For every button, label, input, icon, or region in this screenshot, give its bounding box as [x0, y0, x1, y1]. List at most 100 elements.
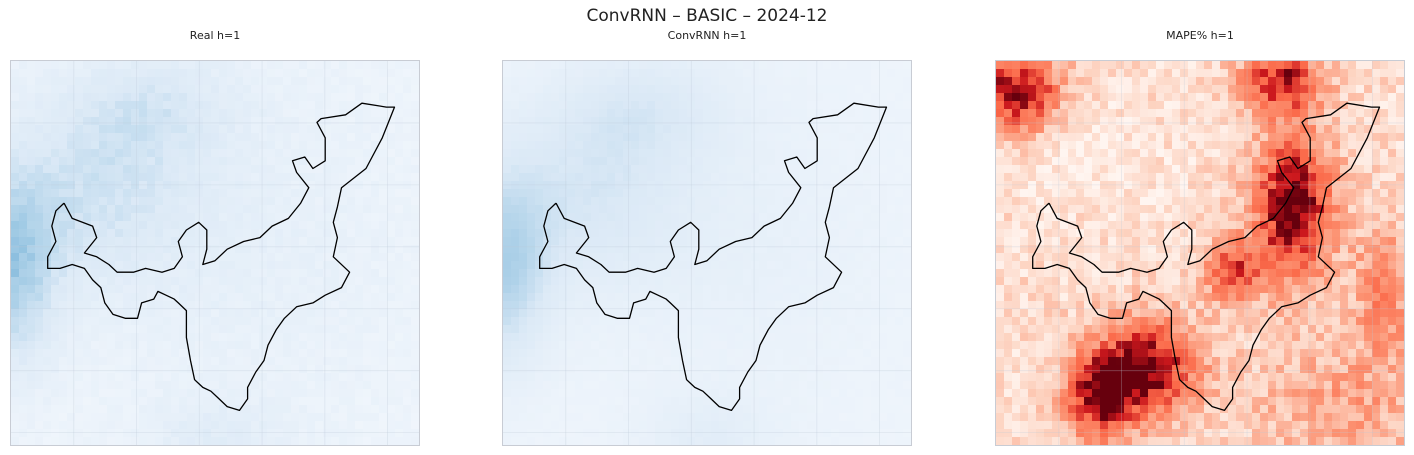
heatmap-cell	[1204, 61, 1213, 70]
heatmap-cell	[179, 365, 188, 374]
heatmap-cell	[815, 269, 824, 278]
heatmap-cell	[791, 437, 800, 445]
heatmap-cell	[411, 149, 419, 158]
heatmap-cell	[371, 437, 380, 445]
heatmap-cell	[107, 69, 116, 78]
heatmap-cell	[27, 285, 36, 294]
heatmap-cell	[11, 125, 20, 134]
heatmap-cell	[371, 421, 380, 430]
heatmap-cell	[615, 197, 624, 206]
heatmap-cell	[735, 205, 744, 214]
heatmap-cell	[123, 381, 132, 390]
heatmap-cell	[227, 317, 236, 326]
heatmap-cell	[711, 341, 720, 350]
heatmap-cell	[315, 429, 324, 438]
heatmap-cell	[59, 389, 68, 398]
heatmap-cell	[887, 77, 896, 86]
heatmap-cell	[863, 269, 872, 278]
heatmap-cell	[275, 61, 284, 70]
heatmap-cell	[759, 93, 768, 102]
heatmap-cell	[155, 229, 164, 238]
heatmap-cell	[379, 389, 388, 398]
heatmap-cell	[599, 389, 608, 398]
heatmap-cell	[655, 117, 664, 126]
heatmap-cell	[99, 317, 108, 326]
heatmap-cell	[91, 117, 100, 126]
heatmap-cell	[607, 253, 616, 262]
heatmap-cell	[275, 277, 284, 286]
heatmap-cell	[879, 421, 888, 430]
heatmap-cell	[283, 237, 292, 246]
heatmap-cell	[99, 133, 108, 142]
heatmap-cell	[67, 165, 76, 174]
heatmap-cell	[227, 301, 236, 310]
heatmap-cell	[371, 221, 380, 230]
heatmap-cell	[91, 197, 100, 206]
heatmap-cell	[411, 333, 419, 342]
heatmap-cell	[227, 93, 236, 102]
heatmap-cell	[623, 229, 632, 238]
heatmap-cell	[243, 253, 252, 262]
heatmap-cell	[679, 189, 688, 198]
heatmap-cell	[743, 309, 752, 318]
heatmap-cell	[11, 133, 20, 142]
heatmap-cell	[647, 245, 656, 254]
heatmap-cell	[775, 205, 784, 214]
heatmap-cell	[131, 341, 140, 350]
heatmap-cell	[259, 245, 268, 254]
heatmap-cell	[631, 213, 640, 222]
heatmap-cell	[767, 317, 776, 326]
heatmap-cell	[807, 309, 816, 318]
heatmap-cell	[83, 181, 92, 190]
heatmap-cell	[759, 421, 768, 430]
heatmap-cell	[727, 229, 736, 238]
heatmap-cell	[339, 213, 348, 222]
heatmap-cell	[331, 221, 340, 230]
heatmap-cell	[855, 309, 864, 318]
heatmap-cell	[403, 365, 412, 374]
heatmap-cell	[759, 181, 768, 190]
heatmap-cell	[299, 205, 308, 214]
heatmap-cell	[503, 101, 512, 110]
heatmap-cell	[19, 221, 28, 230]
heatmap-cell	[331, 325, 340, 334]
heatmap-cell	[187, 341, 196, 350]
heatmap-cell	[91, 349, 100, 358]
heatmap-cell	[83, 437, 92, 445]
heatmap-cell	[35, 397, 44, 406]
heatmap-cell	[395, 189, 404, 198]
heatmap-cell	[75, 85, 84, 94]
heatmap-cell	[75, 421, 84, 430]
heatmap-cell	[799, 365, 808, 374]
heatmap-cell	[823, 173, 832, 182]
heatmap-cell	[171, 317, 180, 326]
heatmap-cell	[171, 405, 180, 414]
heatmap-cell	[11, 141, 20, 150]
heatmap-cell	[163, 277, 172, 286]
heatmap-cell	[187, 101, 196, 110]
heatmap-cell	[187, 181, 196, 190]
heatmap-cell	[663, 253, 672, 262]
heatmap-cell	[543, 197, 552, 206]
heatmap-cell	[219, 221, 228, 230]
heatmap-cell	[735, 229, 744, 238]
heatmap-cell	[687, 349, 696, 358]
heatmap-cell	[339, 285, 348, 294]
heatmap-cell	[115, 397, 124, 406]
heatmap-cell	[211, 373, 220, 382]
heatmap-cell	[307, 405, 316, 414]
heatmap-cell	[347, 429, 356, 438]
heatmap-cell	[355, 349, 364, 358]
heatmap-cell	[179, 69, 188, 78]
heatmap-cell	[83, 341, 92, 350]
heatmap-cell	[203, 397, 212, 406]
heatmap-cell	[99, 61, 108, 70]
heatmap-cell	[179, 397, 188, 406]
heatmap-cell	[711, 405, 720, 414]
heatmap-cell	[107, 109, 116, 118]
heatmap-cell	[323, 77, 332, 86]
heatmap-cell	[519, 285, 528, 294]
heatmap-cell	[775, 189, 784, 198]
heatmap-cell	[291, 349, 300, 358]
heatmap-cell	[519, 189, 528, 198]
